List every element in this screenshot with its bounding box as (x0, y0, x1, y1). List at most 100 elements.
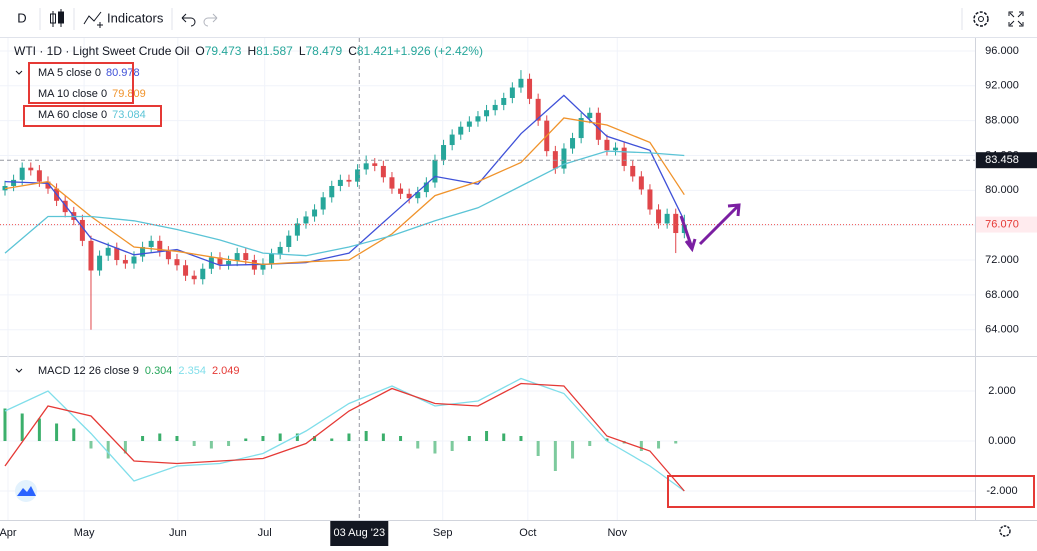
histogram-bar (536, 441, 540, 456)
histogram-bar (502, 433, 506, 441)
histogram-bar (364, 431, 368, 441)
y-tick-label: 72.000 (985, 254, 1019, 266)
y-tick-label: 0.000 (988, 435, 1016, 447)
candle-body (595, 112, 601, 140)
histogram-bar (399, 436, 403, 441)
interval-button[interactable]: D (17, 10, 26, 25)
collapse-button[interactable] (15, 70, 23, 75)
indicators-button[interactable]: Indicators (107, 10, 164, 25)
ohlc-key: L (299, 44, 306, 58)
candle-body (604, 139, 610, 151)
histogram-bar (3, 408, 7, 441)
histogram-bar (330, 438, 334, 441)
y-tick-label: 96.000 (985, 45, 1019, 57)
histogram-bar (209, 441, 213, 449)
candle-body (165, 251, 171, 260)
ohlc-value: 78.479 (306, 44, 343, 58)
candle-body (11, 179, 17, 186)
indicators-plus (97, 22, 103, 28)
histogram-bar (261, 436, 265, 441)
x-tick-label: Sep (433, 527, 453, 539)
crosshair-time-label: 03 Aug '23 (333, 527, 385, 539)
candle-body (406, 193, 412, 199)
candle-body (97, 255, 103, 271)
symbol-legend: WTI · 1D · Light Sweet Crude Oil O79.473 H… (14, 44, 483, 58)
candle-body (105, 247, 111, 256)
ohlc-value: 81.587 (256, 44, 293, 58)
indicator-name: MACD 12 26 close 9 (38, 365, 139, 377)
candle-body (114, 247, 120, 261)
candle-body (131, 256, 137, 264)
axis-settings-button[interactable] (999, 525, 1011, 537)
arrow-down (679, 215, 697, 253)
crosshair-time-box (330, 521, 389, 546)
y-tick-label: 64.000 (985, 324, 1019, 336)
ohlc-value: 81.421 (357, 44, 394, 58)
highlight-box (23, 105, 162, 127)
histogram-bar (467, 436, 471, 441)
indicator-value: 80.978 (106, 67, 140, 79)
ohlc-value: 79.473 (205, 44, 242, 58)
candle-body (174, 259, 180, 266)
legend: WTI · 1D · Light Sweet Crude Oil O79.473 H… (14, 44, 483, 377)
candle-body (415, 192, 421, 199)
indicator-value: 79.809 (112, 88, 146, 100)
candle-body (28, 167, 34, 171)
candle-body (475, 116, 481, 122)
histogram-bar (433, 441, 437, 454)
histogram-bar (553, 441, 557, 471)
candle-body (509, 87, 515, 98)
histogram-bar (313, 436, 317, 441)
series-line (4, 150, 685, 257)
candle-body (36, 170, 42, 182)
settings-button[interactable] (973, 11, 989, 27)
candle-body (286, 235, 292, 247)
candle-body (200, 268, 206, 280)
candle-body (458, 126, 464, 135)
arrow-up (698, 203, 741, 246)
candle-body (501, 97, 507, 105)
candle-body (638, 176, 644, 190)
candle-body (432, 159, 438, 183)
histogram-bar (192, 441, 196, 446)
redo-button[interactable] (203, 13, 218, 27)
histogram-bar (519, 436, 523, 441)
chart-type-button[interactable] (50, 9, 64, 27)
candle-body (389, 177, 395, 189)
indicators-icon[interactable] (83, 11, 102, 25)
x-tick-label: Nov (607, 527, 627, 539)
series-line (4, 382, 685, 492)
toolbar: D Indicators (0, 8, 1037, 38)
candle-body (157, 240, 163, 252)
candle-body (45, 181, 51, 189)
candle-body (449, 134, 455, 146)
fullscreen-button[interactable] (1008, 11, 1024, 27)
ohlc-key: C (348, 44, 357, 58)
histogram-bar (141, 436, 145, 441)
logo[interactable] (15, 480, 37, 502)
candle-body (19, 167, 25, 180)
candle-body (277, 246, 283, 254)
indicator-value: 73.084 (112, 109, 146, 121)
candle-body (269, 253, 275, 264)
histogram-bar (381, 433, 385, 441)
histogram-bar (278, 433, 282, 441)
histogram-bar (244, 438, 248, 441)
histogram-bar (175, 436, 179, 441)
candle-body (423, 182, 429, 193)
ohlc-key: H (247, 44, 256, 58)
indicator-name: MA 5 close 0 (38, 67, 101, 79)
candle-body (320, 197, 326, 210)
histogram-bar (347, 433, 351, 441)
histogram-bar (588, 441, 592, 446)
candle-body (363, 163, 369, 170)
indicator-value: 0.304 (145, 365, 173, 377)
candle-body (312, 209, 318, 217)
candle-body (535, 98, 541, 121)
candle-body (183, 265, 189, 276)
candle-body (372, 163, 378, 166)
undo-button[interactable] (181, 13, 196, 27)
collapse-button[interactable] (15, 368, 23, 373)
candle-body (88, 240, 94, 271)
